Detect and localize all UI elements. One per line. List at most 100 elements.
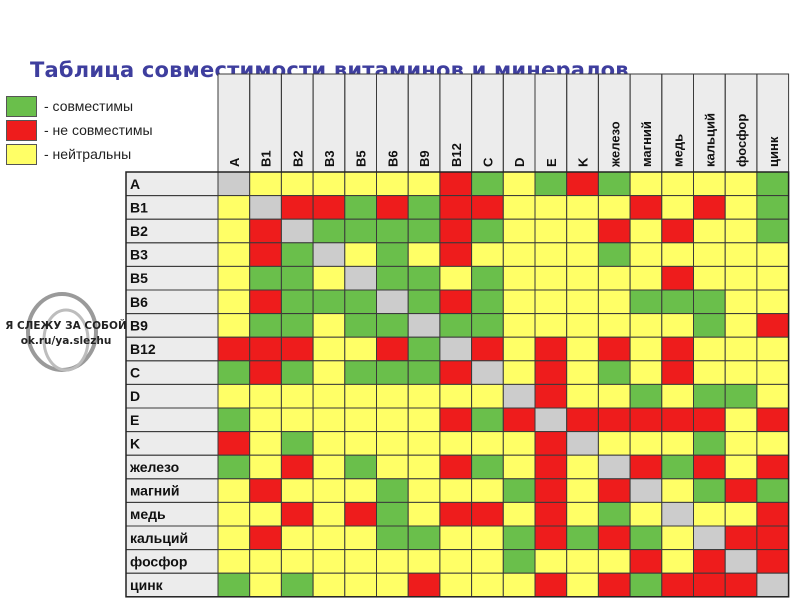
column-header-label: фосфор <box>734 114 749 167</box>
matrix-cell <box>597 265 631 291</box>
legend-label: - совместимы <box>44 98 134 114</box>
matrix-cell <box>661 501 694 527</box>
matrix-cell <box>693 454 726 480</box>
row-header-label: D <box>130 388 140 404</box>
matrix-cell <box>312 360 346 385</box>
column-header-label: A <box>227 157 242 167</box>
matrix-cell <box>661 313 694 338</box>
matrix-cell <box>629 431 663 456</box>
matrix-cell <box>471 242 504 267</box>
matrix-cell <box>376 383 409 409</box>
matrix-cell <box>661 478 694 503</box>
matrix-cell <box>471 478 504 503</box>
matrix-cell <box>534 383 568 409</box>
matrix-cell <box>693 525 726 551</box>
matrix-cell <box>249 360 282 385</box>
matrix-cell <box>249 313 282 338</box>
matrix-cell <box>566 265 599 291</box>
matrix-cell <box>756 242 790 267</box>
matrix-cell <box>724 195 758 220</box>
matrix-cell <box>376 431 409 456</box>
matrix-cell <box>217 242 251 267</box>
matrix-cell <box>724 313 758 338</box>
matrix-cell <box>629 313 663 338</box>
matrix-cell <box>344 383 377 409</box>
matrix-cell <box>724 407 758 433</box>
matrix-cell <box>471 572 504 598</box>
legend-swatch-yellow <box>6 144 37 165</box>
matrix-cell <box>756 383 790 409</box>
matrix-cell <box>280 336 314 362</box>
matrix-cell <box>376 549 409 574</box>
matrix-cell <box>502 549 536 574</box>
matrix-cell <box>439 265 473 291</box>
matrix-cell <box>597 336 631 362</box>
matrix-cell <box>312 218 346 244</box>
matrix-cell <box>439 195 473 220</box>
matrix-cell <box>597 454 631 480</box>
matrix-cell <box>693 549 726 574</box>
matrix-cell <box>502 242 536 267</box>
matrix-cell <box>534 171 568 197</box>
matrix-cell <box>471 454 504 480</box>
row-header-label: B3 <box>130 247 148 263</box>
matrix-cell <box>629 360 663 385</box>
matrix-cell <box>661 407 694 433</box>
matrix-cell <box>566 242 599 267</box>
matrix-cell <box>597 360 631 385</box>
matrix-cell <box>693 407 726 433</box>
matrix-cell <box>249 336 282 362</box>
matrix-cell <box>502 360 536 385</box>
matrix-cell <box>280 572 314 598</box>
matrix-cell <box>756 195 790 220</box>
matrix-cell <box>534 265 568 291</box>
matrix-cell <box>312 336 346 362</box>
matrix-cell <box>280 454 314 480</box>
matrix-cell <box>439 218 473 244</box>
matrix-cell <box>693 218 726 244</box>
matrix-cell <box>756 454 790 480</box>
matrix-cell <box>280 431 314 456</box>
matrix-cell <box>376 525 409 551</box>
matrix-cell <box>312 407 346 433</box>
matrix-cell <box>471 195 504 220</box>
watermark-text: Я СЛЕЖУ ЗА СОБОЙ <box>5 320 127 332</box>
matrix-cell <box>217 454 251 480</box>
matrix-cell <box>407 525 441 551</box>
matrix-cell <box>312 549 346 574</box>
matrix-cell <box>312 195 346 220</box>
matrix-cell <box>471 336 504 362</box>
matrix-cell <box>407 218 441 244</box>
matrix-cell <box>407 360 441 385</box>
matrix-cell <box>344 171 377 197</box>
matrix-cell <box>280 525 314 551</box>
matrix-cell <box>724 572 758 598</box>
matrix-cell <box>439 407 473 433</box>
matrix-cell <box>471 218 504 244</box>
matrix-cell <box>280 360 314 385</box>
matrix-cell <box>502 383 536 409</box>
matrix-cell <box>407 549 441 574</box>
matrix-cell <box>407 242 441 267</box>
matrix-cell <box>661 289 694 315</box>
matrix-cell <box>407 289 441 315</box>
matrix-cell <box>344 549 377 574</box>
matrix-cell <box>344 572 377 598</box>
matrix-cell <box>502 454 536 480</box>
matrix-cell <box>566 431 599 456</box>
matrix-cell <box>724 525 758 551</box>
row-header-label: кальций <box>130 530 188 546</box>
matrix-cell <box>439 242 473 267</box>
matrix-cell <box>439 501 473 527</box>
matrix-cell <box>566 336 599 362</box>
matrix-cell <box>693 360 726 385</box>
matrix-cell <box>217 289 251 315</box>
row-header-label: B1 <box>130 199 148 215</box>
matrix-cell <box>756 265 790 291</box>
matrix-cell <box>376 501 409 527</box>
matrix-cell <box>312 501 346 527</box>
row-header-label: железо <box>129 459 179 475</box>
matrix-cell <box>439 360 473 385</box>
matrix-cell <box>661 218 694 244</box>
matrix-cell <box>629 289 663 315</box>
